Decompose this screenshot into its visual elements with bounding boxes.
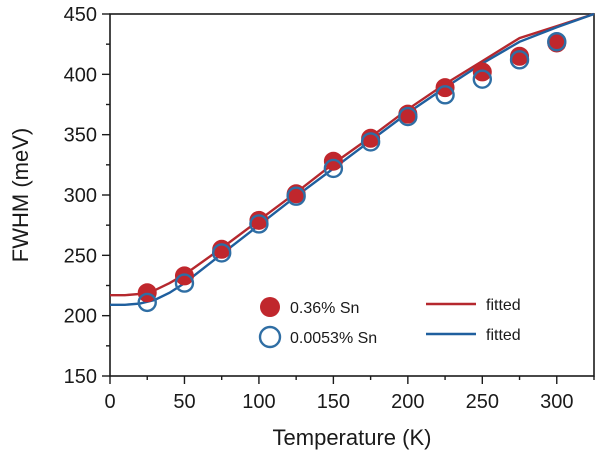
data-point-0-0053-sn	[398, 106, 418, 127]
data-point-0-0053-sn	[174, 273, 195, 293]
y-tick-label: 200	[64, 306, 97, 328]
x-tick-label: 150	[317, 391, 350, 413]
data-point-0-0053-sn	[323, 158, 344, 179]
legend-marker-open	[258, 325, 282, 349]
x-axis-title: Temperature (K)	[273, 425, 432, 450]
y-tick-label: 300	[64, 185, 97, 207]
data-point-0-36-sn	[435, 78, 455, 98]
data-point-0-0053-sn	[472, 69, 493, 89]
legend-label: 0.36% Sn	[290, 300, 359, 317]
data-point-0-36-sn	[212, 239, 232, 259]
data-point-0-36-sn	[361, 128, 381, 148]
data-point-0-0053-sn	[547, 32, 567, 52]
x-tick-label: 50	[173, 391, 195, 413]
data-point-0-0053-sn	[211, 243, 232, 263]
y-tick-label: 150	[64, 366, 97, 388]
data-point-0-0053-sn	[435, 85, 455, 105]
y-tick-label: 250	[64, 245, 97, 267]
data-points	[137, 32, 567, 313]
y-axis-title: FWHM (meV)	[8, 128, 33, 262]
y-tick-label: 350	[64, 125, 97, 147]
x-tick-label: 300	[540, 391, 573, 413]
data-point-0-36-sn	[249, 210, 269, 230]
y-tick-label: 400	[64, 64, 97, 86]
legend: 0.36% Sn 0.0053% Sn fitted fitted	[258, 297, 521, 349]
x-tick-label: 0	[104, 391, 115, 413]
data-point-0-36-sn	[174, 266, 194, 286]
legend-label: 0.0053% Sn	[290, 330, 377, 347]
data-point-0-0053-sn	[137, 292, 157, 313]
legend-marker-filled	[260, 297, 280, 317]
x-tick-label: 100	[242, 391, 275, 413]
legend-label: fitted	[486, 297, 521, 314]
data-point-0-0053-sn	[286, 186, 306, 206]
y-tick-label: 450	[64, 4, 97, 26]
data-point-0-0053-sn	[360, 132, 381, 152]
legend-label: fitted	[486, 327, 521, 344]
data-point-0-36-sn	[472, 62, 492, 82]
axes: 0 50 100 150 200 250 300 150 200 250 300 350 400 450	[64, 4, 595, 413]
x-tick-label: 250	[466, 391, 499, 413]
data-point-0-36-sn	[510, 46, 530, 66]
x-tick-label: 200	[391, 391, 424, 413]
data-point-0-0053-sn	[509, 50, 530, 70]
data-point-0-36-sn	[323, 151, 343, 171]
data-point-0-0053-sn	[249, 214, 269, 234]
